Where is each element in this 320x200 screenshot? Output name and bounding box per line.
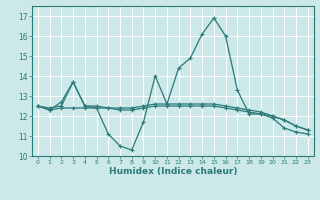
X-axis label: Humidex (Indice chaleur): Humidex (Indice chaleur) — [108, 167, 237, 176]
